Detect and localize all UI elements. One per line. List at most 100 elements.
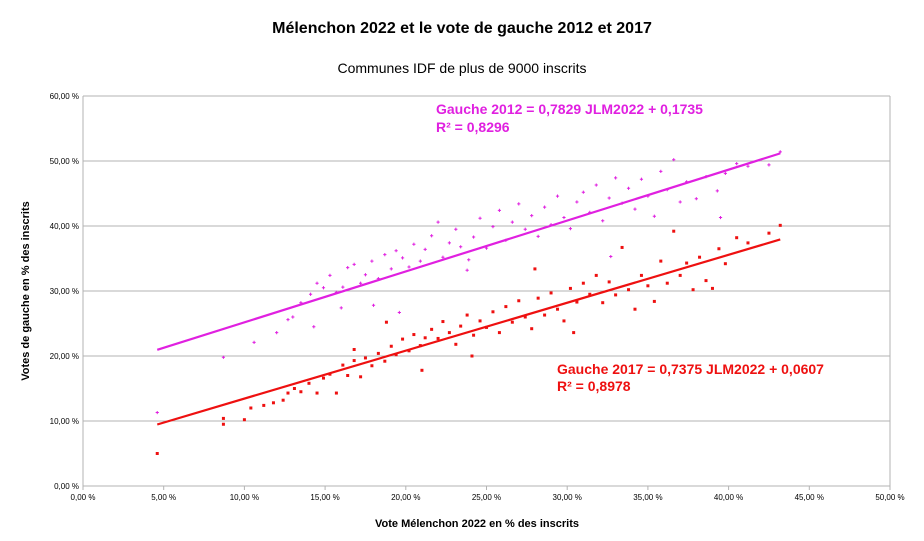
data-point-2012 — [778, 150, 782, 154]
trendlines — [156, 152, 781, 426]
data-point-2017 — [221, 422, 225, 426]
data-point-2012 — [568, 227, 573, 231]
data-point-2017 — [717, 247, 721, 251]
data-point-2012 — [383, 253, 387, 257]
data-point-2017 — [281, 398, 285, 402]
x-tick-label: 0,00 % — [71, 493, 96, 502]
x-tick-label: 20,00 % — [391, 493, 420, 502]
data-point-2017 — [401, 337, 405, 341]
data-point-2017 — [568, 286, 572, 290]
data-point-2017 — [562, 319, 566, 323]
data-point-2017 — [376, 351, 380, 355]
data-point-2017 — [735, 236, 739, 240]
data-point-2012 — [639, 177, 644, 181]
data-point-2017 — [447, 331, 451, 335]
data-point-2012 — [601, 219, 605, 223]
data-point-2012 — [723, 171, 727, 175]
data-point-2017 — [698, 255, 702, 259]
data-point-2012 — [275, 331, 279, 335]
data-point-2017 — [633, 307, 637, 311]
data-point-2017 — [517, 299, 521, 303]
data-point-2017 — [262, 403, 266, 407]
data-point-2012 — [694, 197, 698, 201]
data-point-2012 — [430, 234, 434, 238]
data-point-2017 — [420, 368, 424, 372]
data-point-2012 — [436, 220, 440, 224]
data-point-2017 — [221, 416, 225, 420]
data-point-2012 — [510, 220, 514, 224]
data-point-2012 — [562, 215, 566, 220]
y-tick-labels: 0,00 % 10,00 % 20,00 % 30,00 % 40,00 % 50,00 … — [50, 92, 79, 491]
r2-gauche-2012: R² = 0,8296 — [436, 119, 510, 135]
data-point-2012 — [370, 259, 374, 263]
data-point-2017 — [704, 279, 708, 283]
data-point-2012 — [536, 234, 540, 238]
trendline-2017 — [156, 238, 781, 426]
data-point-2012 — [523, 227, 527, 231]
data-point-2017 — [665, 281, 669, 285]
y-tick-label: 50,00 % — [50, 157, 79, 166]
y-tick-label: 20,00 % — [50, 352, 79, 361]
x-tick-label: 40,00 % — [714, 493, 743, 502]
data-point-2012 — [471, 235, 476, 239]
data-point-2012 — [352, 262, 356, 266]
data-point-2012 — [575, 200, 579, 204]
data-point-2012 — [341, 285, 345, 289]
data-point-2012 — [491, 225, 495, 229]
data-point-2017 — [543, 313, 547, 317]
data-point-2017 — [286, 391, 290, 395]
data-point-2012 — [286, 318, 290, 322]
data-point-2017 — [510, 320, 514, 324]
data-point-2012 — [447, 241, 451, 245]
data-point-2012 — [594, 183, 598, 187]
data-point-2012 — [530, 214, 534, 218]
data-point-2017 — [746, 241, 750, 245]
data-point-2012 — [746, 164, 750, 168]
data-point-2012 — [312, 325, 316, 329]
gridlines — [82, 95, 891, 490]
data-point-2012 — [555, 194, 560, 198]
data-point-2017 — [588, 292, 592, 296]
data-point-2012 — [412, 242, 416, 246]
data-point-2017 — [299, 390, 303, 394]
data-point-2017 — [249, 406, 253, 410]
data-point-2017 — [334, 391, 338, 395]
data-point-2017 — [346, 374, 350, 377]
data-point-2012 — [718, 215, 723, 220]
data-point-2012 — [339, 306, 343, 310]
data-point-2012 — [715, 189, 719, 193]
data-point-2012 — [543, 205, 547, 209]
data-point-2017 — [363, 356, 367, 360]
data-point-2012 — [291, 315, 295, 319]
chart-subtitle: Communes IDF de plus de 9000 inscrits — [338, 60, 587, 76]
data-point-2012 — [346, 266, 350, 270]
data-point-2017 — [639, 273, 643, 277]
data-point-2012 — [407, 265, 411, 269]
data-point-2017 — [572, 331, 576, 335]
data-point-2017 — [352, 359, 356, 363]
data-point-2017 — [778, 223, 782, 227]
data-point-2017 — [341, 363, 345, 367]
data-point-2017 — [370, 364, 374, 368]
data-point-2012 — [441, 255, 445, 259]
x-tick-label: 25,00 % — [472, 493, 501, 502]
data-point-2017 — [601, 301, 605, 305]
data-point-2012 — [672, 158, 676, 162]
data-point-2017 — [472, 333, 476, 337]
x-axis-label: Vote Mélenchon 2022 en % des inscrits — [375, 518, 579, 530]
data-point-2017 — [394, 353, 398, 357]
data-point-2017 — [594, 273, 598, 277]
data-point-2017 — [352, 348, 356, 351]
data-point-2017 — [478, 319, 482, 323]
y-tick-label: 10,00 % — [50, 417, 79, 426]
x-tick-label: 10,00 % — [230, 493, 259, 502]
data-point-2012 — [454, 227, 458, 231]
data-point-2017 — [614, 293, 618, 297]
data-point-2017 — [383, 359, 387, 363]
data-point-2017 — [307, 381, 311, 385]
data-point-2012 — [652, 214, 656, 218]
y-tick-label: 40,00 % — [50, 222, 79, 231]
data-point-2017 — [389, 344, 393, 348]
data-point-2012 — [581, 190, 585, 194]
data-point-2017 — [620, 245, 624, 249]
